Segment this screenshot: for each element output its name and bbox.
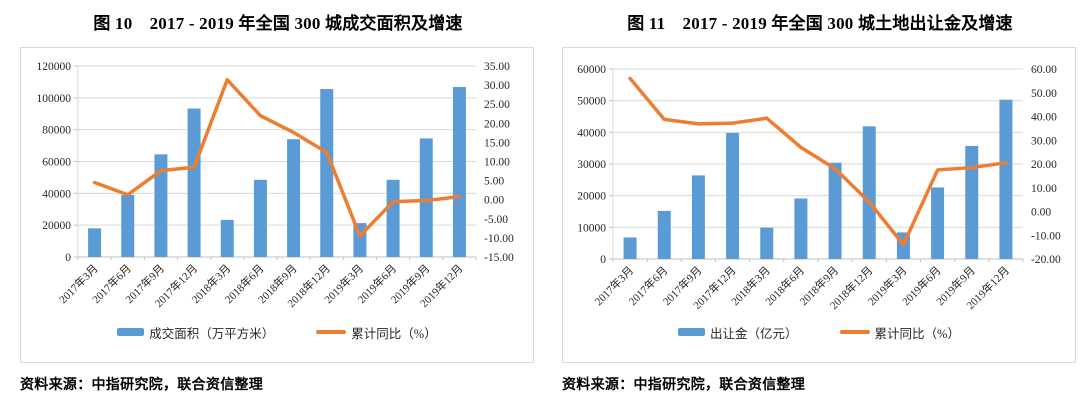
right-axis-tick-label: 5.00 bbox=[484, 176, 504, 188]
left-axis-tick-label: 60000 bbox=[42, 157, 71, 169]
legend-item: 成交面积（万平方米） bbox=[117, 323, 274, 342]
legend-label: 出让金（亿元） bbox=[710, 326, 798, 341]
left-axis-tick-label: 40000 bbox=[42, 188, 71, 200]
bar-2019年6月 bbox=[931, 187, 945, 259]
figure-10-chart-box: 120000 100000 80000 60000 40000 20000 0 35.00 30… bbox=[20, 47, 534, 363]
right-axis-tick-label: -10.00 bbox=[484, 233, 514, 245]
bar-2017年6月 bbox=[657, 210, 671, 259]
bar-2017年9月 bbox=[691, 175, 705, 259]
bar-2019年6月 bbox=[386, 179, 400, 257]
right-axis-tick-label: 35.00 bbox=[484, 61, 510, 73]
left-axis-tick-label: 100000 bbox=[37, 93, 72, 105]
right-axis-tick-label: 0.00 bbox=[1031, 207, 1051, 219]
figure-11-source-note: 资料来源：中指研究院，联合资信整理 bbox=[562, 378, 806, 393]
right-axis-tick-label: 20.00 bbox=[484, 118, 510, 130]
bar-2019年9月 bbox=[419, 138, 433, 257]
figure-11-chart-box: 60000 50000 40000 30000 20000 10000 0 60.00 50.0… bbox=[562, 47, 1076, 363]
line-series bbox=[628, 76, 1008, 247]
line-series-swatch-icon bbox=[316, 330, 347, 334]
left-axis-tick-label: 80000 bbox=[42, 125, 71, 137]
bar-2018年6月 bbox=[253, 179, 267, 257]
figure-11-legend: 出让金（亿元） 累计同比（%） bbox=[563, 322, 1075, 342]
bar-2017年3月 bbox=[623, 237, 637, 259]
figure-10-combo-chart: 120000 100000 80000 60000 40000 20000 0 35.00 30… bbox=[37, 61, 514, 310]
bar-2017年12月 bbox=[726, 132, 740, 259]
right-axis-tick-label: 10.00 bbox=[1031, 183, 1057, 195]
bar-2018年6月 bbox=[794, 198, 808, 259]
figure-10-title: 图 10 2017 - 2019 年全国 300 城成交面积及增速 bbox=[93, 14, 463, 33]
figure-10-source-note: 资料来源：中指研究院，联合资信整理 bbox=[20, 378, 264, 393]
figure-10-panel: 图 10 2017 - 2019 年全国 300 城成交面积及增速 120000… bbox=[0, 0, 540, 394]
line-series-swatch-icon bbox=[839, 330, 870, 334]
bar-2019年12月 bbox=[999, 99, 1013, 259]
line-series bbox=[92, 78, 462, 238]
bar-2018年12月 bbox=[320, 89, 334, 257]
bar-2017年12月 bbox=[187, 108, 201, 257]
right-axis-tick-label: 25.00 bbox=[484, 99, 510, 111]
left-axis-tick-label: 120000 bbox=[37, 61, 72, 73]
right-axis-tick-label: 20.00 bbox=[1031, 159, 1057, 171]
figure-11-combo-chart: 60000 50000 40000 30000 20000 10000 0 60.00 50.0… bbox=[577, 64, 1061, 312]
right-axis-tick-label: 40.00 bbox=[1031, 112, 1057, 124]
report-figures-row: 图 10 2017 - 2019 年全国 300 城成交面积及增速 120000… bbox=[0, 0, 1080, 394]
right-axis-tick-label: 10.00 bbox=[484, 157, 510, 169]
left-axis-tick-label: 0 bbox=[65, 252, 71, 264]
left-axis-tick-label: 50000 bbox=[577, 96, 606, 108]
left-axis-tick-label: 30000 bbox=[577, 159, 606, 171]
bar-2018年3月 bbox=[220, 219, 234, 257]
right-axis-tick-label: 15.00 bbox=[484, 137, 510, 149]
left-axis-tick-label: 10000 bbox=[577, 222, 606, 234]
legend-item: 累计同比（%） bbox=[316, 323, 437, 342]
bar-2019年12月 bbox=[452, 87, 466, 257]
left-axis-tick-label: 20000 bbox=[42, 220, 71, 232]
bar-2018年12月 bbox=[862, 126, 876, 259]
right-axis-tick-label: 0.00 bbox=[484, 195, 504, 207]
bar-2019年9月 bbox=[965, 145, 979, 259]
bar-2017年3月 bbox=[88, 228, 102, 257]
bar-series-swatch-icon bbox=[678, 328, 706, 336]
legend-label: 累计同比（%） bbox=[874, 326, 960, 341]
bar-2018年9月 bbox=[287, 139, 301, 257]
right-axis-tick-label: 30.00 bbox=[484, 80, 510, 92]
right-axis-tick-label: 60.00 bbox=[1031, 64, 1057, 76]
left-axis-tick-label: 40000 bbox=[577, 127, 606, 139]
right-axis-tick-label: -20.00 bbox=[1031, 254, 1061, 266]
figure-10-legend: 成交面积（万平方米） 累计同比（%） bbox=[21, 322, 533, 342]
right-axis-tick-label: -10.00 bbox=[1031, 230, 1061, 242]
left-axis-tick-label: 0 bbox=[600, 254, 606, 266]
right-axis-tick-label: 30.00 bbox=[1031, 135, 1057, 147]
bar-2018年3月 bbox=[760, 227, 774, 259]
right-axis-tick-label: -5.00 bbox=[484, 214, 508, 226]
bar-2018年9月 bbox=[828, 162, 842, 259]
figure-11-title: 图 11 2017 - 2019 年全国 300 城土地出让金及增速 bbox=[627, 14, 1013, 33]
legend-item: 出让金（亿元） bbox=[678, 323, 798, 342]
left-axis-tick-label: 20000 bbox=[577, 191, 606, 203]
bar-series-swatch-icon bbox=[117, 328, 145, 336]
legend-label: 累计同比（%） bbox=[351, 326, 437, 341]
bar-2017年9月 bbox=[154, 154, 168, 257]
right-axis-tick-label: -15.00 bbox=[484, 252, 514, 264]
legend-label: 成交面积（万平方米） bbox=[149, 326, 275, 341]
left-axis-tick-label: 60000 bbox=[577, 64, 606, 76]
right-axis-tick-label: 50.00 bbox=[1031, 88, 1057, 100]
bar-2017年6月 bbox=[121, 194, 135, 257]
figure-11-panel: 图 11 2017 - 2019 年全国 300 城土地出让金及增速 60000… bbox=[540, 0, 1080, 394]
legend-item: 累计同比（%） bbox=[839, 323, 960, 342]
